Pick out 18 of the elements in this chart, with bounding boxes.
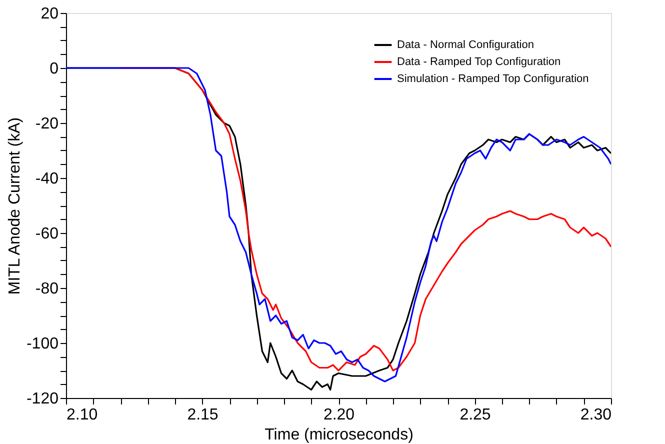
x-tick-label: 2.25	[460, 406, 491, 424]
legend-label: Data - Normal Configuration	[397, 39, 534, 51]
x-axis-title: Time (microseconds)	[264, 426, 414, 444]
legend-label: Data - Ramped Top Configuration	[397, 56, 561, 68]
y-axis-title: MITL Anode Current (kA)	[6, 117, 24, 295]
y-tick-label: -40	[35, 170, 59, 188]
y-tick-label: -80	[35, 280, 59, 298]
x-tick-label: 2.15	[187, 406, 218, 424]
y-tick-label: -120	[26, 390, 59, 408]
legend-label: Simulation - Ramped Top Configuration	[397, 73, 589, 85]
x-tick-label: 2.20	[323, 406, 355, 424]
y-tick-label: -20	[35, 116, 59, 132]
y-tick-label: 0	[50, 60, 59, 78]
x-tick-label: 2.30	[580, 406, 612, 424]
y-tick-label: -60	[35, 226, 59, 242]
y-tick-label: 20	[40, 6, 59, 22]
y-tick-label: -100	[26, 336, 59, 352]
x-tick-label: 2.10	[66, 406, 98, 424]
